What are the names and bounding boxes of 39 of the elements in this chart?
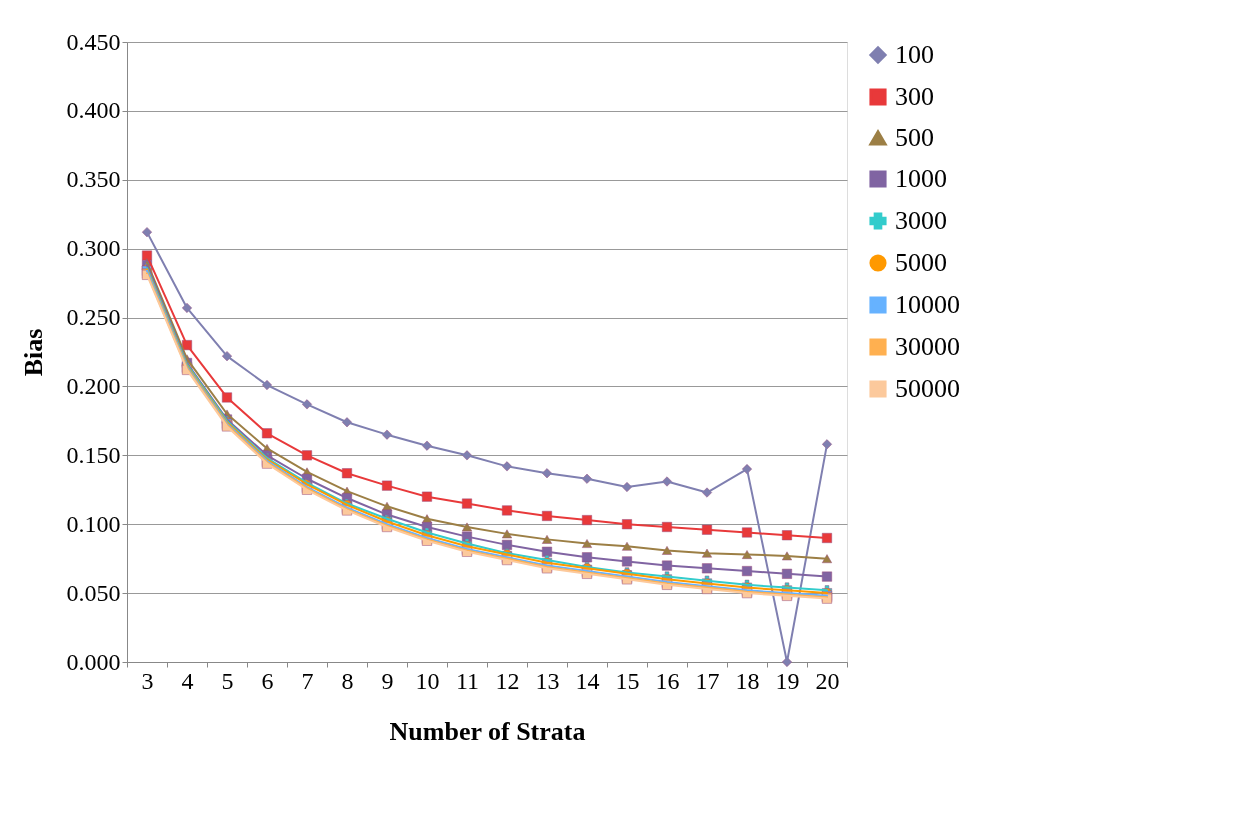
legend-label: 3000	[895, 206, 947, 235]
legend-label: 50000	[895, 374, 960, 403]
x-tick-label: 5	[221, 667, 234, 694]
y-tick-label: 0.350	[66, 166, 121, 193]
y-tick-label: 0.200	[66, 372, 121, 399]
x-axis-title: Number of Strata	[389, 716, 586, 746]
legend-label: 300	[895, 82, 934, 111]
legend-label: 1000	[895, 164, 947, 193]
x-tick-label: 13	[535, 667, 560, 694]
x-tick-label: 20	[815, 667, 840, 694]
x-tick-label: 11	[455, 667, 480, 694]
legend-label: 500	[895, 123, 934, 152]
x-tick-label: 14	[575, 667, 600, 694]
x-tick-label: 9	[381, 667, 394, 694]
x-tick-label: 19	[775, 667, 800, 694]
y-tick-label: 0.400	[66, 97, 121, 124]
x-tick-label: 7	[301, 667, 314, 694]
legend-label: 10000	[895, 290, 960, 319]
x-tick-label: 8	[341, 667, 354, 694]
y-tick-label: 0.150	[66, 441, 121, 468]
x-tick-label: 6	[261, 667, 274, 694]
y-tick-label: 0.050	[66, 579, 121, 606]
x-tick-label: 18	[735, 667, 760, 694]
legend-label: 5000	[895, 248, 947, 277]
x-tick-label: 3	[141, 667, 154, 694]
y-tick-label: 0.450	[66, 28, 121, 55]
x-tick-label: 15	[615, 667, 640, 694]
y-tick-label: 0.100	[66, 510, 121, 537]
legend-label: 100	[895, 40, 934, 69]
x-tick-label: 16	[655, 667, 680, 694]
y-tick-label: 0.250	[66, 304, 121, 331]
y-tick-label: 0.300	[66, 235, 121, 262]
x-tick-label: 12	[495, 667, 520, 694]
legend-label: 30000	[895, 332, 960, 361]
y-axis-title: Bias	[18, 328, 48, 377]
x-tick-label: 17	[695, 667, 720, 694]
x-tick-label: 10	[415, 667, 440, 694]
y-tick-label: 0.000	[66, 648, 121, 675]
x-tick-label: 4	[181, 667, 194, 694]
